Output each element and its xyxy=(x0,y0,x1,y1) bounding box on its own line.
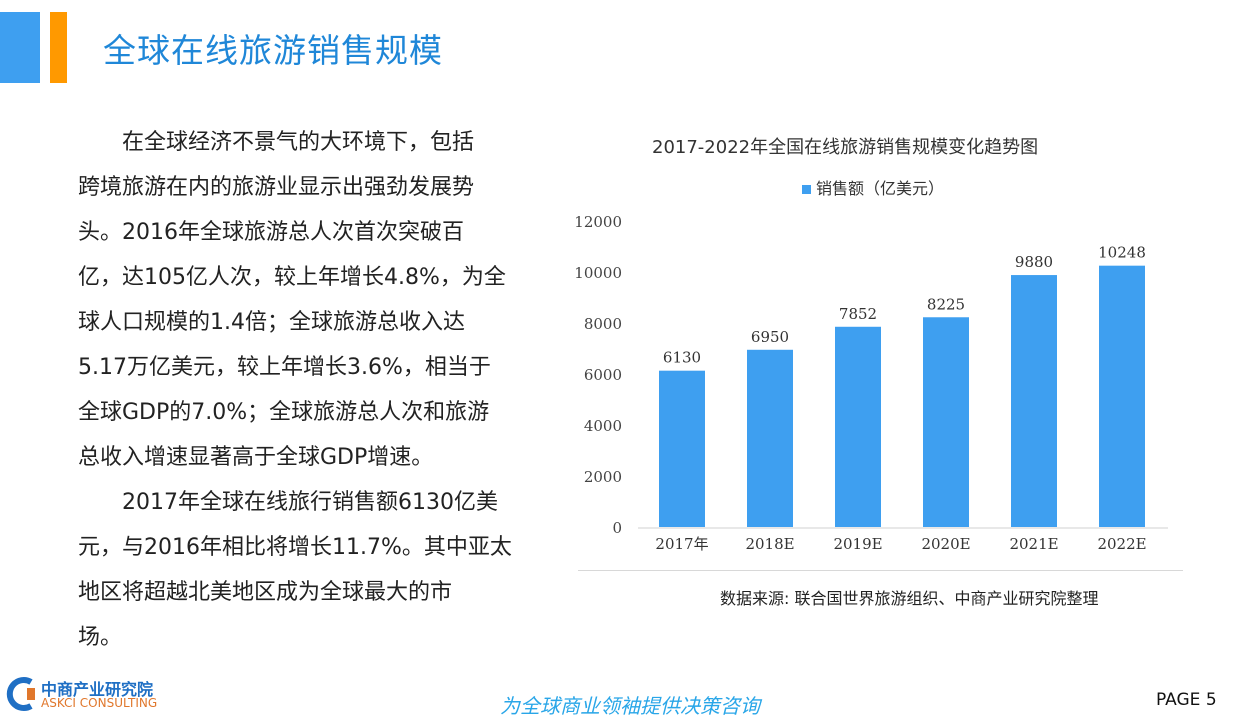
bar xyxy=(747,349,793,527)
body-line: 地区将超越北美地区成为全球最大的市 xyxy=(78,580,453,605)
body-line: 头。2016年全球旅游总人次首次突破百 xyxy=(78,220,464,245)
bar xyxy=(835,326,881,527)
body-line: 亿，达105亿人次，较上年增长4.8%，为全 xyxy=(78,265,506,290)
body-line: 场。 xyxy=(78,625,123,650)
body-line: 2017年全球在线旅行销售额6130亿美 xyxy=(78,490,498,515)
bar xyxy=(923,317,969,527)
x-tick-label: 2020E xyxy=(921,535,970,553)
data-label: 6950 xyxy=(751,328,789,346)
x-tick-label: 2019E xyxy=(833,535,882,553)
legend-swatch xyxy=(802,185,811,194)
y-tick-label: 0 xyxy=(612,519,622,537)
y-tick-label: 8000 xyxy=(584,315,622,333)
bar xyxy=(1099,265,1145,527)
page-number: PAGE 5 xyxy=(1156,690,1217,710)
body-line: 在全球经济不景气的大环境下，包括 xyxy=(78,130,475,155)
body-line: 全球GDP的7.0%；全球旅游总人次和旅游 xyxy=(78,400,490,425)
logo-icon xyxy=(6,677,35,711)
bar xyxy=(1011,275,1057,527)
body-line: 跨境旅游在内的旅游业显示出强劲发展势 xyxy=(78,175,475,200)
body-text: 在全球经济不景气的大环境下，包括 跨境旅游在内的旅游业显示出强劲发展势 头。2016… xyxy=(78,120,548,660)
accent-bar-orange xyxy=(50,12,67,83)
data-label: 10248 xyxy=(1098,244,1146,262)
chart-title: 2017-2022年全国在线旅游销售规模变化趋势图 xyxy=(652,137,1039,158)
body-line: 总收入增速显著高于全球GDP增速。 xyxy=(78,445,434,470)
data-label: 9880 xyxy=(1015,253,1053,271)
logo-en: ASKCI CONSULTING xyxy=(41,696,158,710)
y-tick-label: 4000 xyxy=(584,417,622,435)
data-label: 6130 xyxy=(663,349,701,367)
y-tick-label: 6000 xyxy=(584,366,622,384)
company-logo: 中商产业研究院 ASKCI CONSULTING xyxy=(5,676,157,716)
y-tick-label: 2000 xyxy=(584,468,622,486)
x-tick-label: 2021E xyxy=(1009,535,1058,553)
accent-bar-blue xyxy=(0,12,40,83)
body-line: 球人口规模的1.4倍；全球旅游总收入达 xyxy=(78,310,465,335)
chart-legend: 销售额（亿美元） xyxy=(802,175,944,199)
y-tick-label: 12000 xyxy=(574,213,622,231)
logo-cn: 中商产业研究院 xyxy=(41,680,154,699)
x-tick-label: 2022E xyxy=(1097,535,1146,553)
legend-label: 销售额（亿美元） xyxy=(816,179,945,198)
x-tick-label: 2017年 xyxy=(655,535,708,553)
body-line: 5.17万亿美元，较上年增长3.6%，相当于 xyxy=(78,355,491,380)
body-line: 元，与2016年相比将增长11.7%。其中亚太 xyxy=(78,535,512,560)
y-tick-label: 10000 xyxy=(574,264,622,282)
slogan: 为全球商业领袖提供决策咨询 xyxy=(500,694,760,718)
data-label: 8225 xyxy=(927,295,965,313)
page-title: 全球在线旅游销售规模 xyxy=(103,31,443,70)
bar xyxy=(659,370,705,527)
data-label: 7852 xyxy=(839,305,877,323)
x-tick-label: 2018E xyxy=(745,535,794,553)
chart-frame xyxy=(578,118,1183,571)
data-source: 数据来源: 联合国世界旅游组织、中商产业研究院整理 xyxy=(720,589,1099,608)
